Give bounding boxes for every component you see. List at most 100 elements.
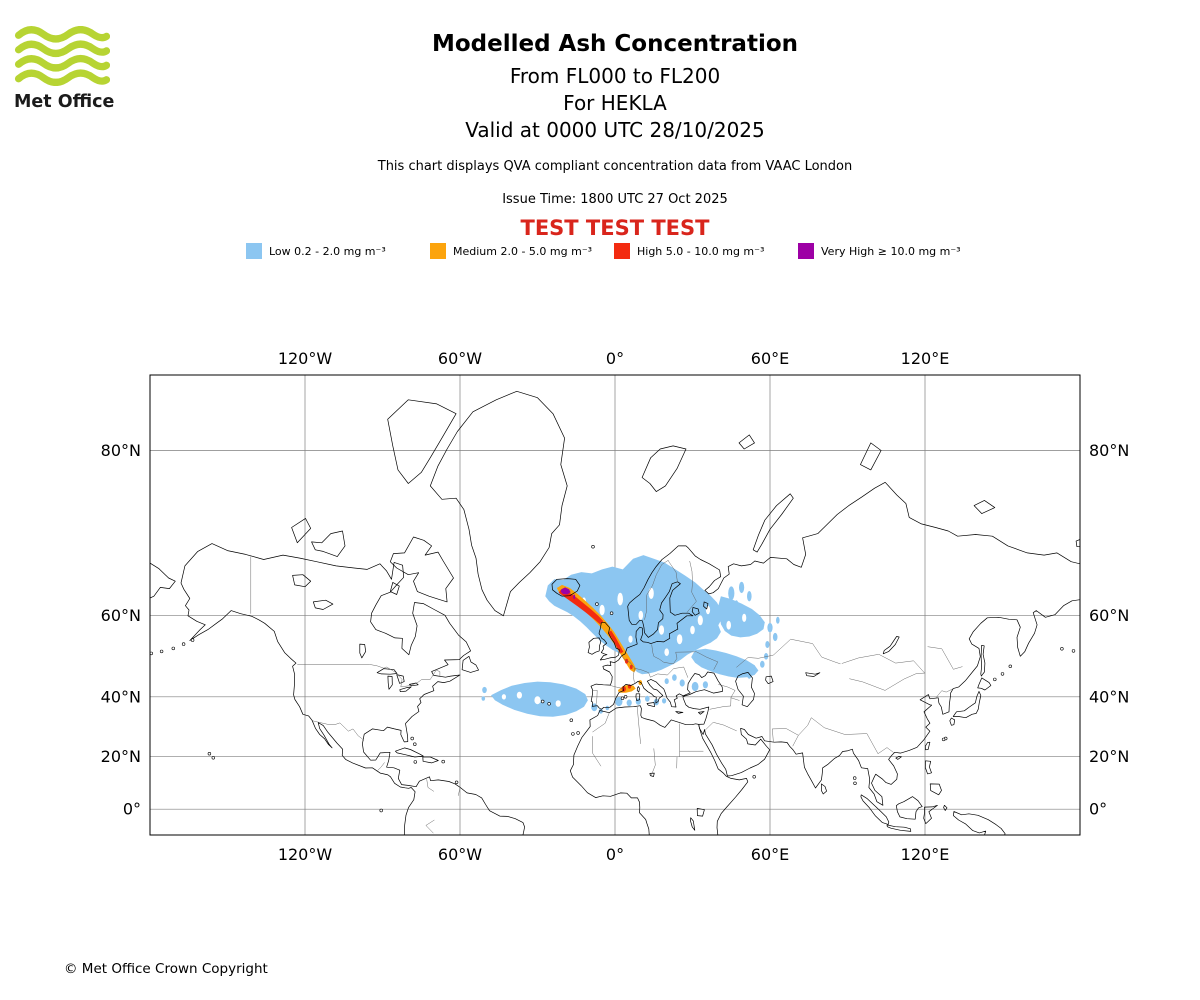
ash-region-low <box>718 596 765 638</box>
coastline <box>860 794 890 825</box>
map: 120°W 120°W 60°W 60°W 0° 0° 60°E 60°E 120°E 120°E… <box>101 349 1130 864</box>
country-border <box>426 779 435 792</box>
coastline <box>590 481 1080 806</box>
island-dot <box>190 638 195 642</box>
island-dot <box>211 756 216 760</box>
ash-gap <box>685 663 690 670</box>
country-border <box>675 651 719 670</box>
coastline <box>923 804 938 824</box>
country-border <box>709 697 740 710</box>
met-office-logo: Met Office <box>14 26 126 112</box>
coastline <box>943 804 948 811</box>
issue-time: Issue Time: 1800 UTC 27 Oct 2025 <box>502 192 728 207</box>
legend-label-low: Low 0.2 - 2.0 mg m⁻³ <box>269 244 386 258</box>
island-dot <box>571 732 575 736</box>
lake-outline <box>690 817 696 831</box>
x-axis-tick-top: 60°W <box>438 349 482 368</box>
country-border <box>592 690 598 706</box>
coastline <box>929 783 942 796</box>
island-dot <box>941 737 946 742</box>
country-border <box>866 733 894 754</box>
chart-description: This chart displays QVA compliant concen… <box>377 159 853 174</box>
lake-outline <box>387 675 393 690</box>
coastline <box>422 756 439 764</box>
y-axis-tick-left: 60°N <box>101 606 141 625</box>
coastline <box>860 442 882 471</box>
coastline <box>924 741 931 751</box>
country-border <box>718 684 736 698</box>
coastline <box>551 578 581 597</box>
ash-region-high <box>558 589 604 625</box>
coastline <box>698 711 705 715</box>
coastline <box>569 705 749 835</box>
lake-outline <box>292 574 312 588</box>
country-border <box>811 717 867 735</box>
ash-gap <box>501 694 506 700</box>
ash-region-high <box>608 630 624 654</box>
x-axis-tick-top: 0° <box>606 349 624 368</box>
country-border <box>369 664 441 688</box>
coastline <box>387 399 457 484</box>
country-border <box>644 560 669 620</box>
ash-spot-low <box>664 678 669 685</box>
country-border <box>792 717 812 747</box>
lake-outline <box>399 686 412 693</box>
lake-outline <box>649 772 655 777</box>
legend-swatch-high <box>614 243 630 259</box>
legend: Low 0.2 - 2.0 mg m⁻³ Medium 2.0 - 5.0 mg … <box>246 243 982 259</box>
lake-outline <box>691 607 700 616</box>
lake-outline <box>396 674 405 684</box>
ash-spot-low <box>747 591 752 602</box>
page-title: Modelled Ash Concentration <box>431 31 799 57</box>
island-dot <box>150 651 153 656</box>
island-dot <box>413 760 417 764</box>
island-dot <box>1000 672 1005 676</box>
x-axis-tick-bottom: 120°E <box>901 845 950 864</box>
x-axis-tick-bottom: 0° <box>606 845 624 864</box>
y-axis-tick-right: 0° <box>1089 800 1107 819</box>
ash-region-low <box>545 555 723 675</box>
coastline <box>429 390 568 617</box>
lake-outline <box>376 668 398 675</box>
island-dot <box>993 677 997 682</box>
x-axis-tick-top: 120°E <box>901 349 950 368</box>
coastline <box>587 637 602 655</box>
country-border <box>636 706 641 744</box>
ash-spot-low <box>739 581 745 594</box>
legend-label-very_high: Very High ≥ 10.0 mg m⁻³ <box>821 244 961 258</box>
ash-spot-low <box>734 600 739 610</box>
coastline <box>291 518 312 544</box>
island-dot <box>181 642 186 646</box>
country-border <box>610 685 624 689</box>
map-frame <box>149 374 1081 836</box>
island-dot <box>441 759 445 764</box>
coastline <box>636 686 640 693</box>
ash-gap <box>664 648 669 656</box>
lake-outline <box>696 808 705 817</box>
ash-spot-low <box>645 695 650 702</box>
ash-spot-low <box>482 686 487 694</box>
country-border <box>650 666 689 678</box>
copyright: © Met Office Crown Copyright <box>64 961 268 977</box>
x-axis-tick-bottom: 120°W <box>278 845 333 864</box>
subtitle-flight-levels: From FL000 to FL200 <box>509 64 721 88</box>
ash-spot-low <box>772 632 778 642</box>
ash-spot-low <box>747 672 752 679</box>
ash-region-low <box>691 648 759 678</box>
coastline <box>973 500 996 514</box>
coastline <box>895 756 902 760</box>
island-dot <box>413 742 417 746</box>
coastline <box>180 543 525 835</box>
country-border <box>841 654 925 674</box>
island-dot <box>852 776 857 780</box>
legend-item-low: Low 0.2 - 2.0 mg m⁻³ <box>246 243 430 259</box>
island-dot <box>620 696 625 700</box>
y-axis-tick-left: 20°N <box>101 747 141 766</box>
country-border <box>927 646 963 670</box>
ash-gap <box>676 634 683 645</box>
legend-item-high: High 5.0 - 10.0 mg m⁻³ <box>614 243 798 259</box>
coastline <box>980 645 986 677</box>
island-dot <box>547 702 551 706</box>
coastline <box>953 811 1006 835</box>
coastline <box>821 783 827 795</box>
